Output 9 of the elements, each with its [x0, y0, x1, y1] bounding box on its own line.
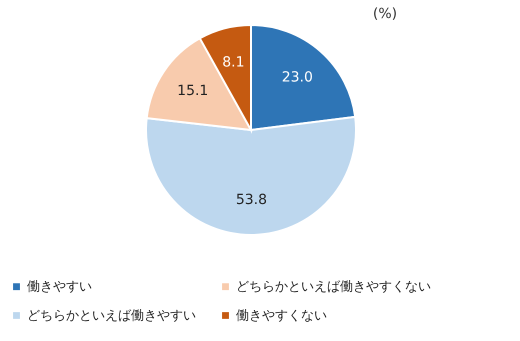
data-label: 23.0 — [282, 69, 313, 86]
data-label: 53.8 — [236, 192, 268, 208]
data-label: 15.1 — [177, 83, 208, 100]
legend-label: 働きやすい — [27, 280, 92, 295]
legend-label: どちらかといえば働きやすくない — [236, 280, 431, 295]
legend-label: どちらかといえば働きやすい — [27, 308, 196, 324]
data-label: 8.1 — [222, 54, 245, 70]
legend-label: 働きやすくない — [236, 308, 327, 324]
text: (%) — [372, 6, 398, 22]
